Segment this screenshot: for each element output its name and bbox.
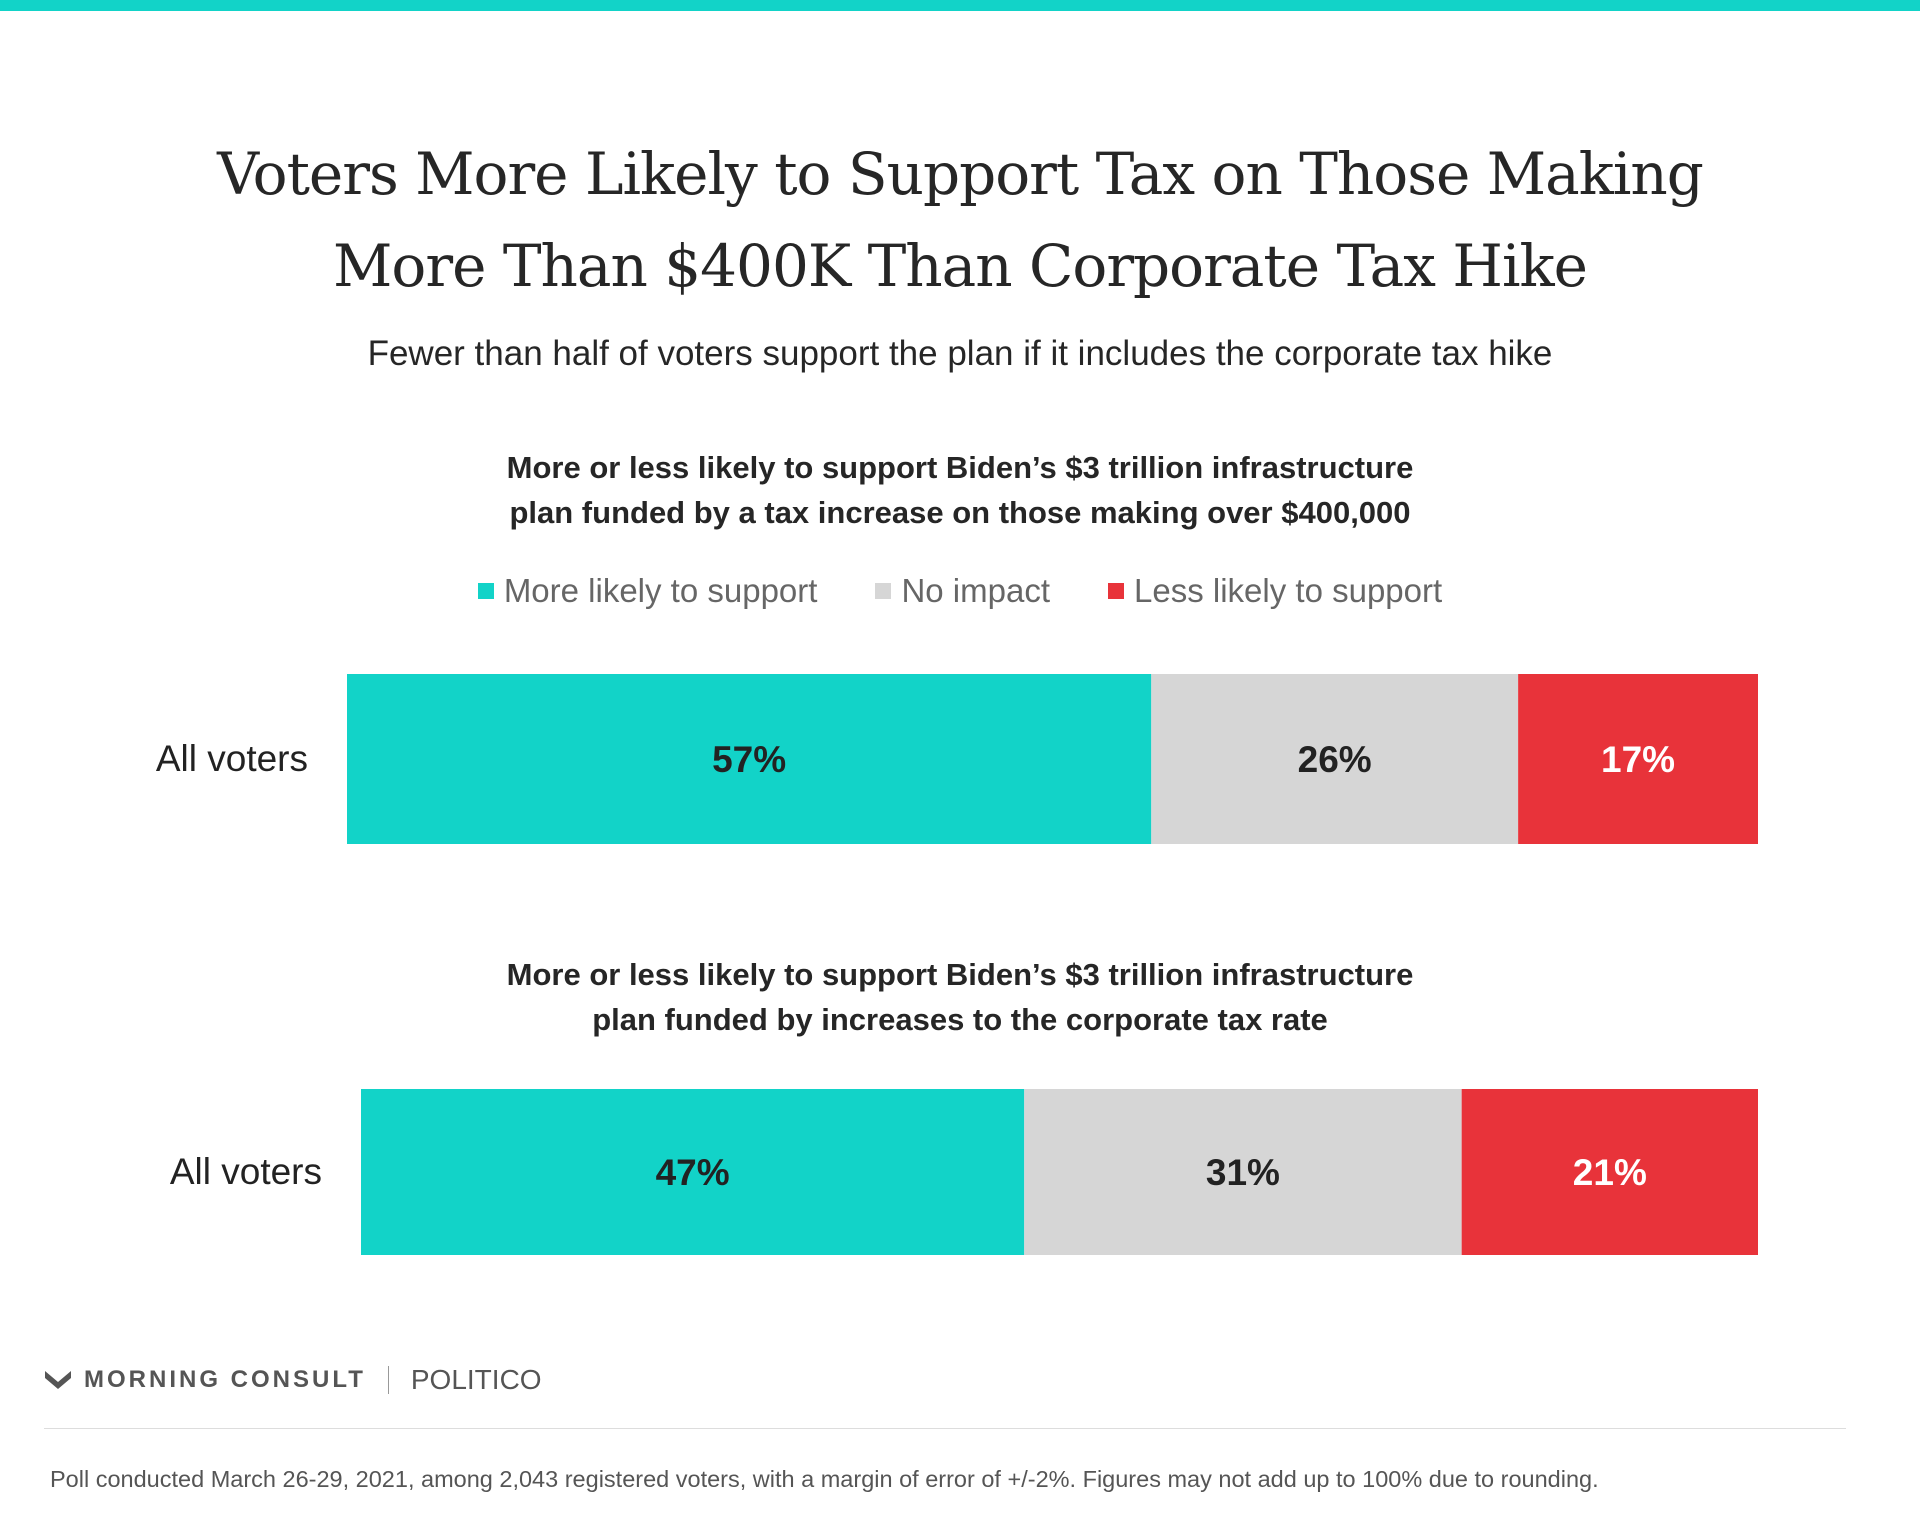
bar-segment <box>1151 674 1519 844</box>
chart-title: Voters More Likely to Support Tax on Tho… <box>0 128 1920 312</box>
bar-value-label: 17% <box>1601 739 1675 780</box>
bar-segment <box>1024 1089 1462 1255</box>
methodology-note: Poll conducted March 26-29, 2021, among … <box>50 1466 1599 1492</box>
legend-label-less-likely: Less likely to support <box>1134 572 1443 609</box>
footer-divider <box>387 1366 389 1394</box>
chart-title-line-2: More Than $400K Than Corporate Tax Hike <box>333 232 1588 300</box>
bar-segment <box>1461 1089 1758 1255</box>
category-label: All voters <box>170 1151 322 1192</box>
legend-item-no-impact: No impact <box>875 572 1050 610</box>
legend-label-no-impact: No impact <box>901 572 1051 609</box>
legend: More likely to support No impact Less li… <box>0 572 1920 610</box>
question-1-title-line-2: plan funded by a tax increase on those m… <box>509 495 1411 530</box>
category-label: All voters <box>156 738 308 779</box>
legend-item-less-likely: Less likely to support <box>1108 572 1442 610</box>
bar-value-label: 31% <box>1206 1152 1280 1193</box>
question-2-title-line-1: More or less likely to support Biden’s $… <box>506 957 1414 992</box>
morning-consult-brand: MORNING CONSULT <box>84 1366 366 1393</box>
bar-value-label: 47% <box>656 1152 730 1193</box>
footer-rule <box>44 1428 1846 1429</box>
question-1-title: More or less likely to support Biden’s $… <box>0 445 1920 535</box>
bar-segment <box>347 674 1152 844</box>
politico-brand: POLITICO <box>410 1364 542 1395</box>
question-1-title-line-1: More or less likely to support Biden’s $… <box>506 450 1414 485</box>
stacked-bar-chart: All voters 57% 26% 17% All voters 47% 31% 21% <box>156 674 1758 1255</box>
bar-segment <box>361 1089 1025 1255</box>
bar-value-label: 26% <box>1298 739 1372 780</box>
question-2-title-line-2: plan funded by increases to the corporat… <box>592 1002 1328 1037</box>
bar-value-label: 57% <box>712 739 786 780</box>
chart-title-line-1: Voters More Likely to Support Tax on Tho… <box>217 140 1704 208</box>
top-accent-bar <box>0 0 1920 11</box>
bar-value-label: 21% <box>1573 1152 1647 1193</box>
legend-label-more-likely: More likely to support <box>503 572 818 609</box>
morning-consult-logo-icon <box>45 1371 71 1389</box>
legend-swatch-less-likely <box>1108 583 1125 599</box>
footer-logos: MORNING CONSULT POLITICO <box>44 1364 542 1396</box>
bar-segment <box>1518 674 1758 844</box>
chart-subtitle: Fewer than half of voters support the pl… <box>367 334 1553 373</box>
question-2-title: More or less likely to support Biden’s $… <box>0 952 1920 1042</box>
legend-item-more-likely: More likely to support <box>477 572 818 610</box>
legend-swatch-more-likely <box>477 583 494 599</box>
legend-swatch-no-impact <box>875 583 892 599</box>
